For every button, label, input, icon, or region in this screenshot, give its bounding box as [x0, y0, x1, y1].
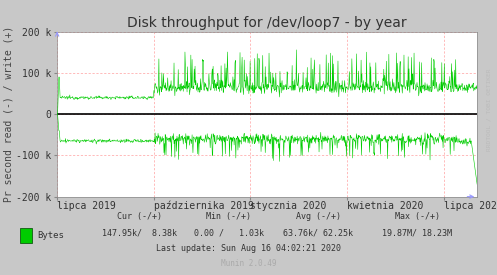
Text: 147.95k/  8.38k: 147.95k/ 8.38k [102, 229, 176, 238]
Text: Munin 2.0.49: Munin 2.0.49 [221, 259, 276, 268]
Text: RRDTOOL / TOBI OETIKER: RRDTOOL / TOBI OETIKER [486, 69, 491, 151]
Text: Avg (-/+): Avg (-/+) [296, 212, 340, 221]
Text: Max (-/+): Max (-/+) [395, 212, 440, 221]
Text: Last update: Sun Aug 16 04:02:21 2020: Last update: Sun Aug 16 04:02:21 2020 [156, 244, 341, 253]
Text: Cur (-/+): Cur (-/+) [117, 212, 162, 221]
Title: Disk throughput for /dev/loop7 - by year: Disk throughput for /dev/loop7 - by year [127, 16, 407, 31]
Y-axis label: Pr second read (-) / write (+): Pr second read (-) / write (+) [3, 26, 13, 202]
Text: Min (-/+): Min (-/+) [206, 212, 251, 221]
Text: 63.76k/ 62.25k: 63.76k/ 62.25k [283, 229, 353, 238]
Text: 0.00 /   1.03k: 0.00 / 1.03k [194, 229, 263, 238]
Text: Bytes: Bytes [37, 231, 64, 240]
Text: 19.87M/ 18.23M: 19.87M/ 18.23M [383, 229, 452, 238]
